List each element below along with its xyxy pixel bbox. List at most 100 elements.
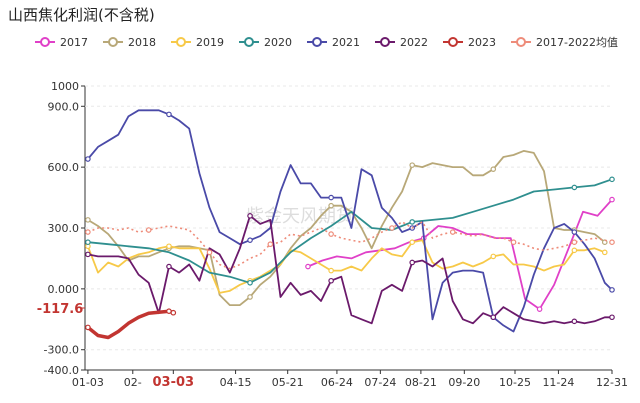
legend-label: 2019 bbox=[196, 35, 224, 49]
x-tick-label: 07-24 bbox=[364, 376, 396, 389]
legend-label: 2022 bbox=[400, 35, 428, 49]
data-point bbox=[609, 239, 615, 246]
y-tick-label: 900.0 bbox=[48, 100, 80, 113]
data-point bbox=[85, 156, 91, 162]
legend-item[interactable]: 2023 bbox=[442, 36, 496, 49]
x-tick-label: 06-24 bbox=[321, 376, 353, 389]
x-tick-label: 02- bbox=[124, 376, 142, 389]
data-point bbox=[247, 294, 253, 300]
data-point bbox=[328, 277, 334, 284]
y-tick-label: 600.0 bbox=[48, 161, 80, 174]
data-point bbox=[247, 237, 253, 243]
legend-item[interactable]: 2017-2022均值 bbox=[510, 34, 618, 50]
data-point bbox=[328, 194, 334, 201]
data-point bbox=[609, 314, 615, 321]
x-tick-label: 05-21 bbox=[272, 376, 304, 389]
legend-label: 2021 bbox=[332, 35, 360, 49]
legend-item[interactable]: 2019 bbox=[170, 36, 224, 49]
series-line-2019 bbox=[87, 239, 606, 294]
x-tick-label: 08-21 bbox=[405, 376, 437, 389]
data-point bbox=[166, 263, 172, 270]
data-point bbox=[267, 241, 274, 248]
data-point bbox=[85, 239, 91, 246]
data-point bbox=[571, 318, 578, 325]
y-tick-label: -400.0 bbox=[44, 364, 79, 377]
y-tick-label: 300.0 bbox=[48, 222, 80, 235]
data-point bbox=[247, 279, 253, 286]
y-tick-label: 1000 bbox=[51, 80, 79, 93]
legend-swatch bbox=[239, 37, 259, 47]
legend-item[interactable]: 2020 bbox=[238, 36, 292, 49]
legend-swatch bbox=[307, 37, 327, 47]
y-tick-label: -300.0 bbox=[44, 344, 79, 357]
data-point bbox=[328, 202, 334, 209]
data-point bbox=[409, 219, 416, 225]
data-point bbox=[389, 225, 395, 231]
legend: 2017 2018 2019 2020 2021 2022 2023 2017-2022均值 bbox=[34, 34, 640, 50]
x-tick-label: 09-20 bbox=[448, 376, 480, 389]
series-line-2022 bbox=[87, 214, 612, 325]
series-line-2017-2022均值 bbox=[87, 221, 613, 270]
legend-swatch bbox=[35, 37, 55, 47]
legend-item[interactable]: 2022 bbox=[374, 36, 428, 49]
data-point bbox=[490, 166, 497, 172]
legend-swatch bbox=[443, 37, 463, 47]
y-tick-label: 0.000 bbox=[48, 283, 80, 296]
x-tick-label: 01-03 bbox=[72, 376, 104, 389]
data-point bbox=[609, 176, 615, 183]
legend-swatch bbox=[171, 37, 191, 47]
legend-swatch bbox=[103, 37, 123, 47]
data-point bbox=[328, 267, 334, 274]
watermark: 紫金天风期货 bbox=[246, 206, 354, 227]
data-point bbox=[305, 263, 311, 270]
data-point bbox=[85, 217, 91, 223]
data-point bbox=[328, 231, 334, 237]
x-tick-label: 10-25 bbox=[499, 376, 531, 389]
data-point bbox=[166, 243, 172, 250]
x-tick-label: 03-03 bbox=[153, 375, 195, 390]
data-point bbox=[409, 259, 416, 266]
series-line-2021 bbox=[87, 109, 613, 333]
data-point bbox=[409, 239, 416, 246]
series-line-2023 bbox=[86, 309, 174, 340]
data-point bbox=[609, 196, 615, 203]
legend-item[interactable]: 2018 bbox=[102, 36, 156, 49]
legend-swatch bbox=[375, 37, 395, 47]
x-tick-label: 04-15 bbox=[220, 376, 252, 389]
series-line-2020 bbox=[87, 178, 613, 284]
data-point bbox=[166, 111, 172, 118]
data-point bbox=[145, 227, 152, 233]
data-point bbox=[609, 287, 615, 293]
current-value-label: -117.6 bbox=[37, 302, 84, 317]
data-point bbox=[571, 184, 578, 191]
x-tick-label: 11-24 bbox=[542, 376, 574, 389]
chart-title: 山西焦化利润(不含税) bbox=[8, 6, 155, 24]
data-point bbox=[510, 239, 517, 246]
legend-label: 2023 bbox=[468, 35, 496, 49]
legend-label: 2017 bbox=[60, 35, 88, 49]
data-point bbox=[449, 229, 456, 235]
x-tick-label: 12-31 bbox=[596, 376, 628, 389]
data-point bbox=[85, 324, 91, 331]
data-point bbox=[571, 247, 578, 254]
legend-label: 2020 bbox=[264, 35, 292, 49]
data-point bbox=[170, 309, 177, 316]
legend-swatch bbox=[511, 37, 531, 47]
data-point bbox=[166, 308, 172, 314]
data-point bbox=[601, 249, 608, 256]
legend-label: 2017-2022均值 bbox=[536, 36, 618, 49]
data-point bbox=[247, 213, 253, 219]
legend-item[interactable]: 2017 bbox=[34, 36, 88, 49]
data-point bbox=[85, 229, 91, 235]
legend-label: 2018 bbox=[128, 35, 156, 49]
data-point bbox=[571, 229, 578, 235]
data-point bbox=[490, 253, 497, 260]
data-point bbox=[490, 314, 497, 321]
data-point bbox=[85, 251, 91, 258]
data-point bbox=[409, 162, 416, 168]
data-point bbox=[571, 239, 578, 246]
legend-item[interactable]: 2021 bbox=[306, 36, 360, 49]
data-point bbox=[206, 249, 213, 256]
series-line-2017 bbox=[307, 198, 613, 311]
